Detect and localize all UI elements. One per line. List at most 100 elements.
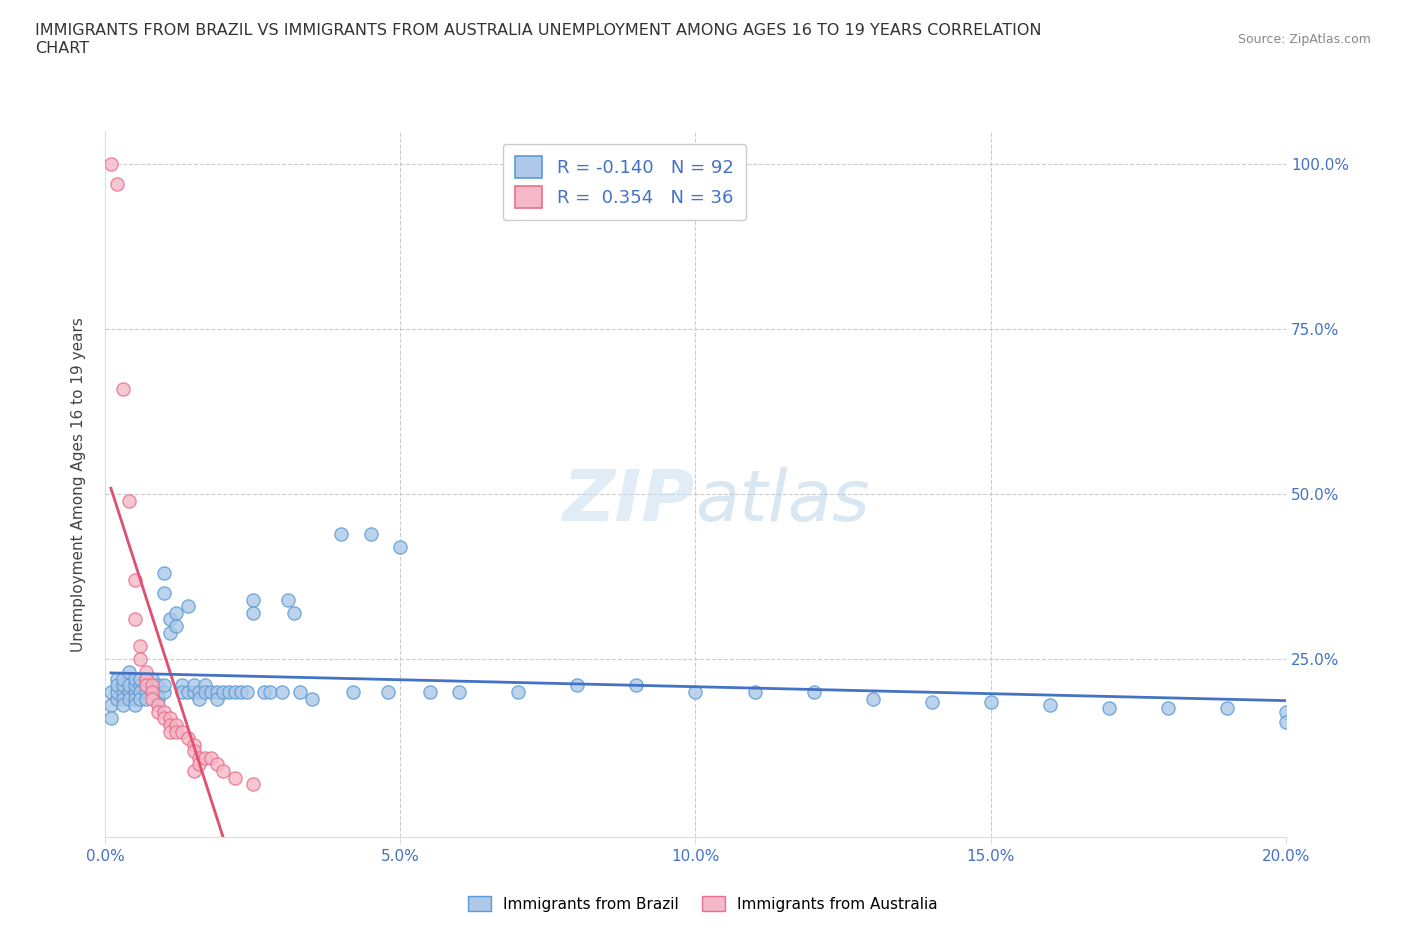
Point — [111, 691, 134, 706]
Point — [124, 678, 146, 693]
Point — [100, 698, 122, 712]
Point — [111, 671, 134, 686]
Point — [342, 684, 364, 699]
Point — [194, 684, 217, 699]
Point — [124, 671, 146, 686]
Point — [124, 698, 146, 712]
Text: ZIP: ZIP — [564, 467, 696, 537]
Point — [135, 684, 157, 699]
Point — [135, 678, 157, 693]
Point — [159, 612, 181, 627]
Point — [146, 684, 169, 699]
Legend: R = -0.140   N = 92, R =  0.354   N = 36: R = -0.140 N = 92, R = 0.354 N = 36 — [503, 144, 747, 220]
Point — [117, 678, 139, 693]
Point — [146, 704, 169, 719]
Point — [205, 691, 228, 706]
Point — [194, 678, 217, 693]
Point — [419, 684, 441, 699]
Point — [159, 724, 181, 739]
Point — [176, 599, 198, 614]
Point — [117, 691, 139, 706]
Point — [283, 605, 305, 620]
Point — [224, 770, 246, 785]
Point — [146, 691, 169, 706]
Point — [1216, 701, 1239, 716]
Point — [389, 539, 412, 554]
Point — [141, 678, 163, 693]
Point — [100, 711, 122, 725]
Point — [165, 724, 187, 739]
Point — [146, 678, 169, 693]
Point — [135, 665, 157, 680]
Point — [176, 684, 198, 699]
Point — [1098, 701, 1121, 716]
Point — [288, 684, 311, 699]
Point — [271, 684, 294, 699]
Point — [200, 684, 222, 699]
Point — [105, 177, 128, 192]
Point — [229, 684, 252, 699]
Point — [980, 695, 1002, 710]
Point — [194, 751, 217, 765]
Point — [242, 777, 264, 791]
Point — [218, 684, 240, 699]
Point — [141, 684, 163, 699]
Point — [200, 751, 222, 765]
Point — [183, 764, 205, 778]
Point — [242, 592, 264, 607]
Point — [129, 638, 152, 653]
Point — [153, 711, 176, 725]
Point — [111, 678, 134, 693]
Point — [626, 678, 648, 693]
Point — [259, 684, 281, 699]
Point — [129, 691, 152, 706]
Point — [153, 684, 176, 699]
Point — [1039, 698, 1062, 712]
Point — [170, 724, 193, 739]
Point — [212, 764, 235, 778]
Point — [685, 684, 707, 699]
Point — [921, 695, 943, 710]
Point — [141, 691, 163, 706]
Point — [153, 565, 176, 580]
Point — [1157, 701, 1180, 716]
Point — [159, 711, 181, 725]
Point — [567, 678, 589, 693]
Legend: Immigrants from Brazil, Immigrants from Australia: Immigrants from Brazil, Immigrants from … — [463, 889, 943, 918]
Text: atlas: atlas — [696, 467, 870, 537]
Y-axis label: Unemployment Among Ages 16 to 19 years: Unemployment Among Ages 16 to 19 years — [72, 317, 86, 652]
Point — [188, 691, 211, 706]
Point — [508, 684, 530, 699]
Point — [165, 618, 187, 633]
Point — [183, 744, 205, 759]
Point — [117, 493, 139, 508]
Point — [135, 671, 157, 686]
Point — [803, 684, 825, 699]
Point — [141, 684, 163, 699]
Point — [117, 665, 139, 680]
Point — [1275, 714, 1298, 729]
Point — [141, 671, 163, 686]
Point — [129, 684, 152, 699]
Point — [135, 691, 157, 706]
Point — [165, 717, 187, 732]
Point — [105, 671, 128, 686]
Point — [124, 572, 146, 587]
Point — [111, 684, 134, 699]
Point — [117, 684, 139, 699]
Point — [183, 684, 205, 699]
Point — [235, 684, 257, 699]
Point — [124, 691, 146, 706]
Point — [129, 652, 152, 667]
Point — [170, 678, 193, 693]
Point — [105, 678, 128, 693]
Point — [330, 526, 353, 541]
Point — [111, 698, 134, 712]
Point — [242, 605, 264, 620]
Point — [212, 684, 235, 699]
Point — [188, 751, 211, 765]
Point — [170, 684, 193, 699]
Text: Source: ZipAtlas.com: Source: ZipAtlas.com — [1237, 33, 1371, 46]
Point — [146, 698, 169, 712]
Point — [224, 684, 246, 699]
